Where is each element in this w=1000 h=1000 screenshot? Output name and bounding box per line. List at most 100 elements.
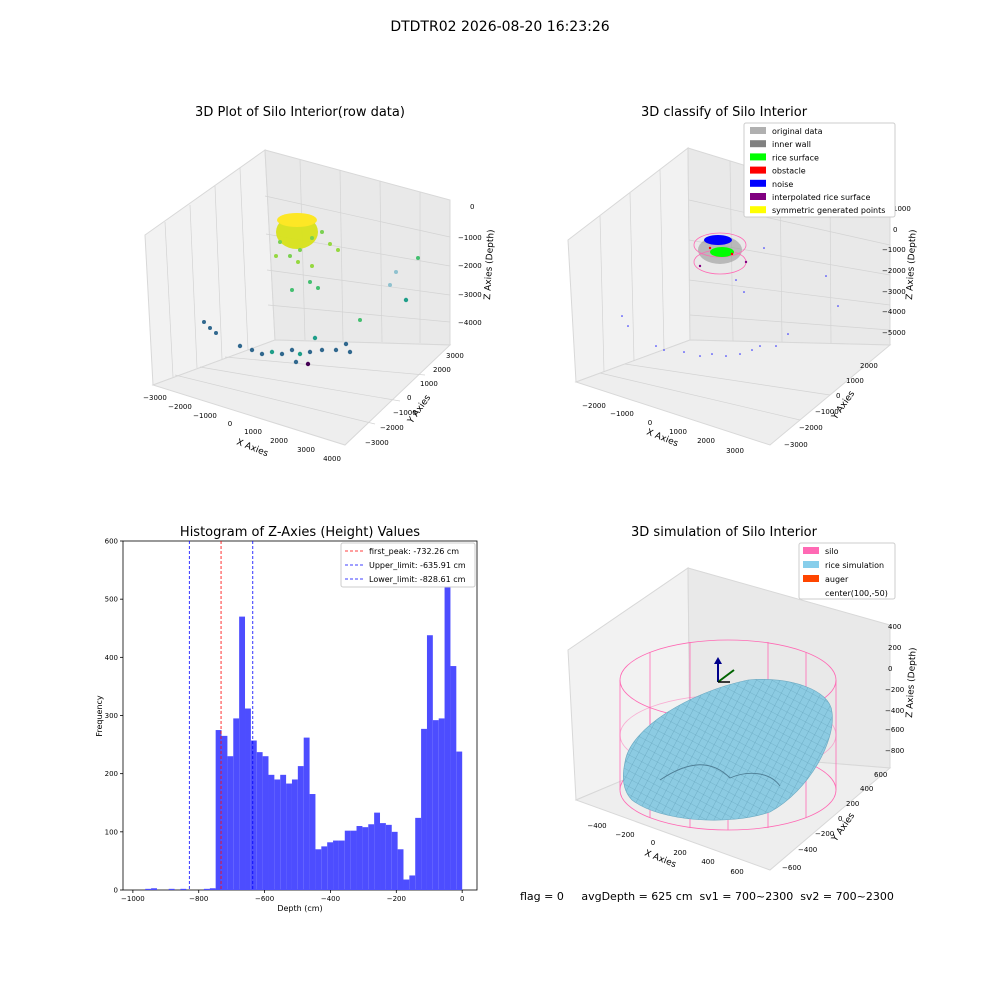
raw-y-tick: 2000 <box>433 366 451 374</box>
histogram-bar <box>262 756 269 890</box>
histogram-bar <box>256 752 263 890</box>
simulation-legend-swatch <box>803 547 819 554</box>
classify-legend-label: symmetric generated points <box>772 206 885 215</box>
raw-x-tick: −3000 <box>143 394 167 402</box>
raw-point <box>310 236 314 240</box>
histogram-bar <box>350 830 357 890</box>
classify-obstacle-point <box>708 246 712 250</box>
classify-noise-point <box>763 247 765 249</box>
simulation-x-tick: 400 <box>701 858 714 866</box>
classify-noise-point <box>825 275 827 277</box>
raw-x-label: X Axies <box>235 438 270 460</box>
raw-point <box>416 256 420 260</box>
raw-point <box>296 260 300 264</box>
simulation-y-tick: −200 <box>815 830 834 838</box>
classify-legend-label: rice surface <box>772 153 819 162</box>
histogram-bar <box>245 708 251 890</box>
classify-legend-swatch <box>750 193 766 200</box>
histogram-bar <box>239 616 246 890</box>
classify-legend-swatch <box>750 153 766 161</box>
classify-legend-swatch <box>750 140 766 148</box>
histogram-bar <box>274 779 281 890</box>
histogram-bar <box>215 730 222 890</box>
classify-x-tick: −2000 <box>582 402 606 410</box>
raw-point <box>308 280 312 284</box>
simulation-z-tick: 400 <box>888 623 901 631</box>
raw-y-ticks: −3000 −2000 −1000 0 1000 2000 3000 <box>365 352 464 447</box>
classify-x-tick: 3000 <box>726 447 744 455</box>
raw-point <box>259 351 265 357</box>
histogram-bar <box>291 779 298 890</box>
classify-noise-point <box>621 315 623 317</box>
histogram-bar <box>303 737 310 890</box>
histogram-legend-label: Upper_limit: -635.91 cm <box>369 561 466 570</box>
classify-noise-point <box>775 345 777 347</box>
simulation-legend-label: rice simulation <box>825 561 884 570</box>
simulation-legend-frame <box>798 542 896 600</box>
classify-z-tick: −1000 <box>882 246 906 254</box>
panel-histogram: Histogram of Z-Axies (Height) Values −10… <box>95 525 478 913</box>
histogram-y-tick: 200 <box>105 770 118 778</box>
raw-y-tick: 3000 <box>446 352 464 360</box>
histogram-bar <box>286 783 292 890</box>
histogram-x-tick: −1000 <box>121 895 145 903</box>
auger-axes-glyph <box>714 657 735 683</box>
raw-point <box>279 351 285 357</box>
histogram-bar <box>397 849 404 890</box>
raw-x-tick: −2000 <box>168 403 192 411</box>
raw-z-tick: −4000 <box>458 319 482 327</box>
histogram-x-ticks: −1000 −800 −600 −400 −200 0 <box>121 890 464 903</box>
raw-x-tick: 0 <box>228 420 232 428</box>
panel-classify-title: 3D classify of Silo Interior <box>641 105 808 120</box>
histogram-bar <box>221 735 228 890</box>
histogram-bar <box>362 827 369 890</box>
histogram-bar <box>209 888 216 890</box>
simulation-y-tick: −400 <box>798 846 817 854</box>
raw-y-tick: −1000 <box>393 409 417 417</box>
classify-z-tick: −5000 <box>882 329 906 337</box>
classify-noise-point <box>743 291 745 293</box>
raw-point <box>316 286 320 290</box>
raw-z-tick: 0 <box>470 203 474 211</box>
raw-rice-top <box>277 213 317 227</box>
raw-y-tick: 1000 <box>420 380 438 388</box>
histogram-bar <box>368 824 375 890</box>
histogram-x-tick: −800 <box>189 895 208 903</box>
classify-y-tick: 1000 <box>846 377 864 385</box>
classify-noise-point <box>759 345 761 347</box>
raw-y-tick: −3000 <box>365 439 389 447</box>
classify-obstacle-point <box>730 252 734 256</box>
histogram-y-tick: 400 <box>105 654 118 662</box>
histogram-bar <box>309 794 316 890</box>
raw-point <box>305 361 311 367</box>
classify-z-tick: −4000 <box>882 308 906 316</box>
classify-y-tick: −1000 <box>815 408 839 416</box>
histogram-y-tick: 0 <box>114 887 118 895</box>
raw-point <box>310 264 314 268</box>
simulation-y-tick: 400 <box>860 785 873 793</box>
raw-x-ticks: −3000 −2000 −1000 0 1000 2000 3000 4000 <box>143 394 341 463</box>
raw-point <box>214 331 218 335</box>
raw-x-tick: −1000 <box>193 412 217 420</box>
histogram-bar <box>233 718 240 890</box>
classify-noise-cluster <box>704 235 732 245</box>
raw-x-tick: 1000 <box>244 428 262 436</box>
simulation-y-tick: −600 <box>782 864 801 872</box>
histogram-x-tick: −200 <box>387 895 406 903</box>
raw-point <box>274 254 278 258</box>
simulation-z-tick: 200 <box>888 644 901 652</box>
raw-point <box>298 248 302 252</box>
classify-noise-point <box>627 325 629 327</box>
raw-point <box>403 297 409 303</box>
histogram-bar <box>315 849 322 890</box>
histogram-bar <box>426 635 433 890</box>
raw-point <box>289 347 295 353</box>
histogram-x-tick: −400 <box>321 895 340 903</box>
raw-point <box>343 341 349 347</box>
classify-legend-swatch <box>750 179 766 187</box>
classify-y-ticks: −3000 −2000 −1000 0 1000 2000 <box>784 362 878 449</box>
classify-legend-label: obstacle <box>772 167 806 176</box>
simulation-x-tick: 200 <box>673 849 686 857</box>
raw-z-tick: −1000 <box>458 234 482 242</box>
